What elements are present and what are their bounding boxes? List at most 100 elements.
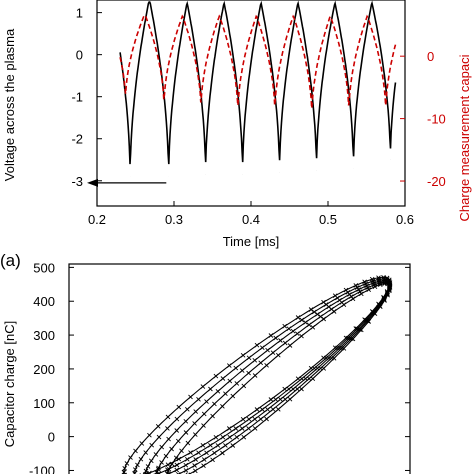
loop-x-marker bbox=[149, 442, 155, 448]
loop-x-marker bbox=[212, 450, 217, 456]
loop-x-marker bbox=[204, 399, 209, 404]
loop-x-marker bbox=[254, 407, 260, 412]
loop-x-marker bbox=[142, 472, 148, 474]
loop-x-marker bbox=[132, 471, 137, 474]
loop-x-marker bbox=[275, 352, 281, 358]
loop-x-marker bbox=[268, 397, 274, 402]
loop-x-marker bbox=[252, 357, 258, 363]
loop-x-marker bbox=[273, 335, 279, 341]
loop-x-marker bbox=[354, 326, 360, 332]
loop-x-marker bbox=[233, 365, 239, 371]
loop-x-marker bbox=[185, 472, 191, 474]
loop-x-marker bbox=[275, 406, 281, 412]
loop-x-marker bbox=[387, 288, 392, 294]
loop-x-marker bbox=[350, 296, 356, 302]
top-y-tick-label: -1 bbox=[71, 90, 83, 105]
loop-x-marker bbox=[156, 434, 162, 440]
loop-x-marker bbox=[258, 416, 264, 422]
loop-x-marker bbox=[196, 450, 201, 456]
loop-x-marker bbox=[259, 407, 265, 412]
loop-x-marker bbox=[366, 287, 372, 293]
loop-x-marker bbox=[265, 407, 270, 412]
top-y-ticks-right: 0 -10 -20 bbox=[400, 49, 446, 189]
loop-x-marker bbox=[357, 289, 363, 295]
loop-x-marker bbox=[264, 416, 269, 422]
loop-x-marker bbox=[254, 342, 260, 348]
loop-x-marker bbox=[290, 386, 296, 392]
loop-x-marker bbox=[174, 428, 180, 433]
loop-x-marker bbox=[192, 432, 198, 437]
loop-x-marker bbox=[234, 381, 240, 386]
loop-x-marker bbox=[278, 396, 283, 402]
charge-voltage-loop bbox=[134, 278, 391, 474]
loop-x-marker bbox=[169, 446, 174, 452]
loop-x-marker bbox=[303, 320, 308, 325]
loop-x-marker bbox=[200, 384, 206, 389]
loop-x-marker bbox=[239, 426, 245, 431]
loop-x-marker bbox=[159, 460, 164, 465]
loop-x-marker bbox=[350, 336, 356, 342]
loop-x-marker bbox=[201, 423, 206, 428]
bottom-plot-frame bbox=[68, 263, 411, 474]
loop-x-marker bbox=[240, 352, 246, 358]
charge-voltage-loop bbox=[155, 281, 391, 474]
loop-x-marker bbox=[308, 307, 314, 312]
loop-x-marker bbox=[294, 331, 300, 337]
loop-x-marker bbox=[174, 416, 180, 422]
bottom-loop-series bbox=[121, 274, 393, 474]
loop-x-marker bbox=[321, 316, 327, 322]
loop-x-marker bbox=[201, 457, 207, 462]
arrow-annotation bbox=[87, 178, 167, 187]
loop-x-marker bbox=[226, 426, 232, 431]
charge-series-line bbox=[119, 14, 397, 109]
loop-x-marker bbox=[188, 394, 193, 400]
loop-x-marker bbox=[372, 284, 378, 290]
bottom-y-tick-label: 200 bbox=[33, 362, 55, 377]
loop-x-marker bbox=[252, 373, 258, 378]
top-y-axis-label-left: Voltage across the plasma bbox=[2, 28, 17, 181]
bottom-y-tick-label: 0 bbox=[48, 430, 55, 445]
loop-x-marker bbox=[246, 426, 251, 431]
loop-x-marker bbox=[310, 324, 316, 330]
loop-x-marker bbox=[132, 467, 138, 472]
loop-x-marker bbox=[183, 430, 189, 435]
loop-x-marker bbox=[311, 309, 317, 315]
loop-x-marker bbox=[372, 311, 378, 317]
top-x-tick-label: 0.5 bbox=[319, 212, 337, 227]
loop-x-marker bbox=[356, 326, 361, 332]
bottom-y-tick-label: -100 bbox=[29, 463, 55, 474]
loop-x-marker bbox=[215, 388, 221, 394]
loop-x-marker bbox=[133, 448, 138, 454]
loop-x-marker bbox=[174, 462, 180, 468]
loop-x-marker bbox=[175, 438, 181, 444]
top-x-tick-label: 0.4 bbox=[242, 212, 260, 227]
loop-x-marker bbox=[310, 376, 316, 382]
loop-x-marker bbox=[295, 315, 301, 320]
loop-x-marker bbox=[356, 287, 361, 292]
loop-x-marker bbox=[135, 462, 140, 468]
loop-x-marker bbox=[213, 373, 219, 379]
loop-x-marker bbox=[341, 302, 347, 308]
loop-x-marker bbox=[357, 327, 363, 332]
loop-x-marker bbox=[165, 414, 171, 420]
loop-x-marker bbox=[385, 292, 390, 298]
top-right-tick-label: -10 bbox=[427, 112, 446, 127]
loop-x-marker bbox=[153, 452, 159, 457]
loop-x-marker bbox=[354, 285, 360, 290]
loop-x-marker bbox=[382, 298, 387, 303]
loop-x-marker bbox=[213, 434, 219, 440]
loop-x-marker bbox=[315, 311, 320, 317]
loop-x-marker bbox=[287, 396, 293, 402]
loop-x-marker bbox=[239, 368, 245, 373]
charge-voltage-loop bbox=[144, 279, 391, 474]
loop-x-marker bbox=[252, 426, 258, 431]
top-x-tick-label: 0.6 bbox=[396, 212, 414, 227]
loop-x-marker bbox=[264, 362, 269, 368]
loop-x-marker bbox=[176, 404, 182, 410]
loop-x-marker bbox=[185, 440, 191, 446]
panel-label-a: (a) bbox=[0, 251, 21, 270]
loop-x-marker bbox=[286, 386, 292, 392]
loop-x-marker bbox=[166, 466, 172, 472]
loop-x-marker bbox=[143, 468, 149, 474]
loop-x-marker bbox=[139, 441, 145, 446]
